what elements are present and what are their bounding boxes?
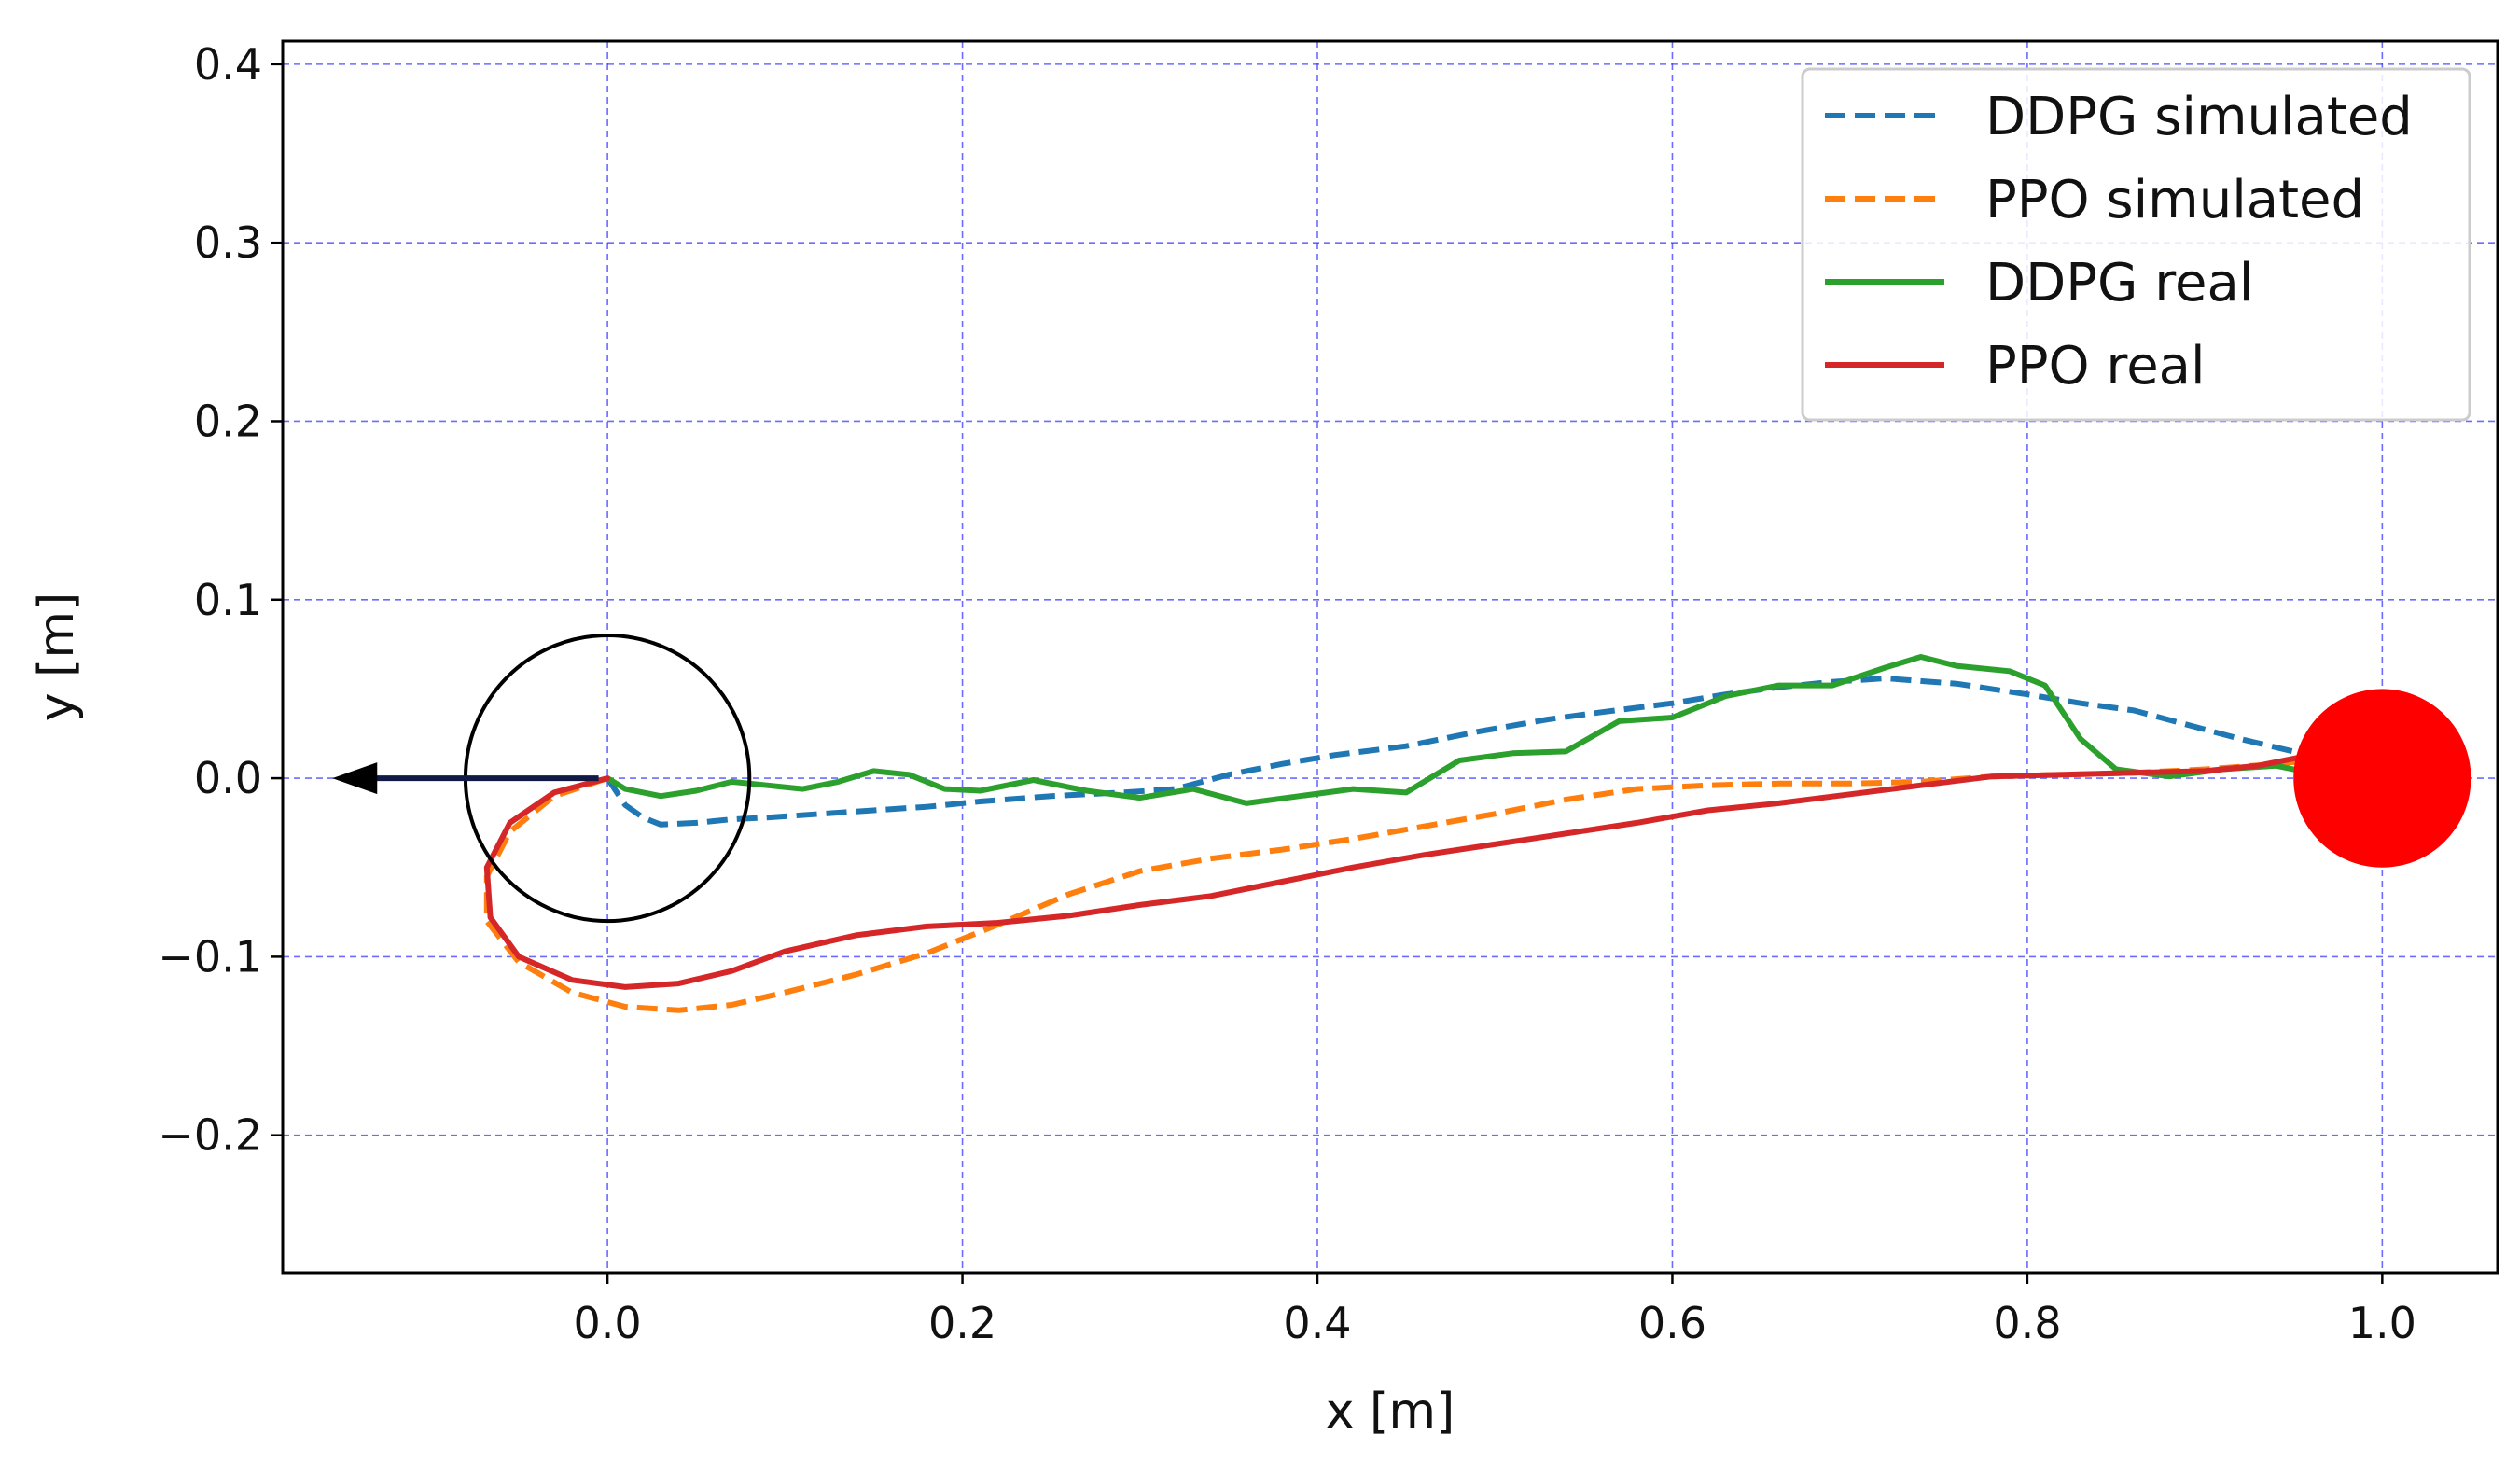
y-tick-label: 0.0 xyxy=(194,753,262,803)
series-layer xyxy=(483,654,2332,1013)
y-tick-label: −0.2 xyxy=(158,1110,262,1161)
y-tick-label: −0.1 xyxy=(158,931,262,982)
x-tick-label: 0.2 xyxy=(928,1298,996,1348)
heading-arrow-head xyxy=(332,762,378,795)
legend-box xyxy=(1801,67,2471,422)
x-axis: 0.0 0.2 0.4 0.6 0.8 1.0 xyxy=(574,1273,2416,1348)
annotation-layer xyxy=(332,634,2471,924)
y-tick-label: 0.3 xyxy=(194,217,262,268)
legend-label-ppo-real: PPO real xyxy=(1985,336,2206,397)
x-axis-label: x [m] xyxy=(1326,1384,1455,1440)
x-tick-label: 1.0 xyxy=(2348,1298,2416,1348)
legend-label-ddpg-simulated: DDPG simulated xyxy=(1985,87,2413,147)
y-tick-label: 0.4 xyxy=(194,39,262,90)
y-axis-label: y [m] xyxy=(29,592,85,722)
legend-label-ppo-simulated: PPO simulated xyxy=(1985,170,2364,230)
x-tick-label: 0.6 xyxy=(1638,1298,1706,1348)
y-tick-label: 0.1 xyxy=(194,575,262,625)
goal-marker xyxy=(2293,689,2471,868)
legend: DDPG simulated PPO simulated DDPG real PPO … xyxy=(1801,67,2471,422)
series-line-ddpg-real xyxy=(605,654,2332,806)
x-tick-label: 0.4 xyxy=(1283,1298,1351,1348)
x-tick-label: 0.0 xyxy=(574,1298,642,1348)
y-tick-label: 0.2 xyxy=(194,396,262,446)
series-line-ppo-real xyxy=(483,752,2315,990)
y-axis: 0.4 0.3 0.2 0.1 0.0 −0.1 −0.2 xyxy=(158,39,283,1161)
plot-area xyxy=(332,634,2471,1013)
x-tick-label: 0.8 xyxy=(1993,1298,2061,1348)
legend-label-ddpg-real: DDPG real xyxy=(1985,253,2253,314)
plot-frame xyxy=(281,39,2499,1275)
